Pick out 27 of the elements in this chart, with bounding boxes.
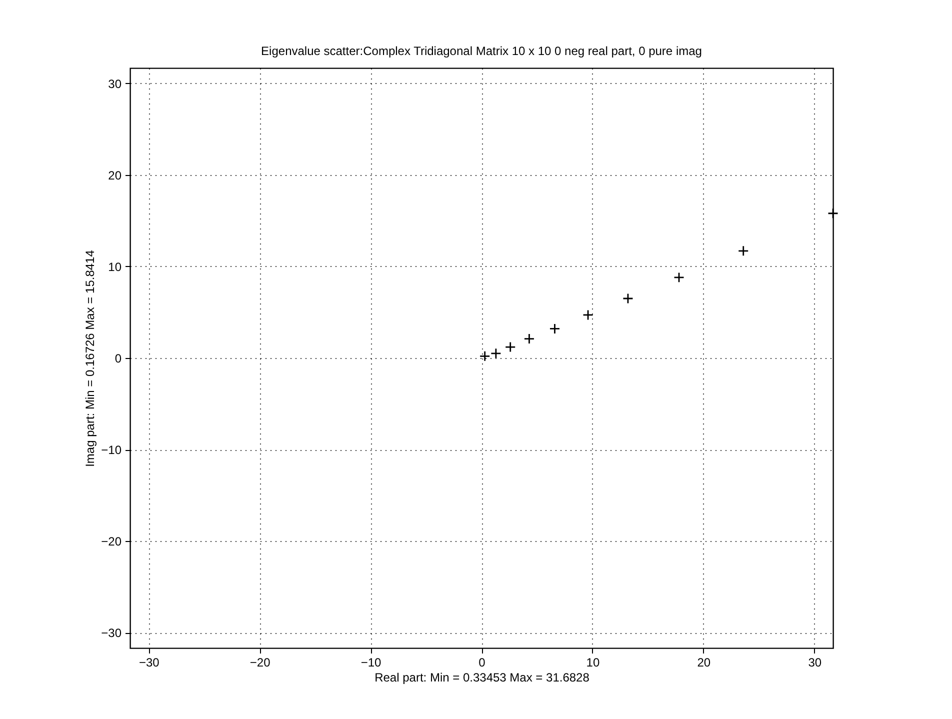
y-tick-label: −30 bbox=[101, 626, 122, 640]
x-tick-label: 10 bbox=[586, 656, 600, 670]
y-tick-label: 0 bbox=[114, 352, 122, 366]
y-tick-label: 20 bbox=[108, 168, 122, 182]
point bbox=[622, 293, 634, 304]
point bbox=[490, 348, 502, 359]
x-tick-label: 0 bbox=[478, 656, 486, 670]
point bbox=[524, 333, 535, 344]
x-tick-label: 30 bbox=[808, 656, 822, 670]
y-axis-title: Imag part: Min = 0.16726 Max = 15.8414 bbox=[83, 250, 98, 467]
point bbox=[582, 310, 594, 320]
y-tick-label: −20 bbox=[101, 534, 122, 549]
y-tick-label: −10 bbox=[101, 443, 122, 458]
point bbox=[828, 208, 838, 219]
x-tick-label: 20 bbox=[697, 656, 711, 670]
point bbox=[738, 245, 749, 256]
y-tick-label: 30 bbox=[108, 76, 122, 91]
x-tick-label: −30 bbox=[138, 656, 160, 670]
x-tick-label: −10 bbox=[360, 656, 382, 670]
point bbox=[479, 350, 490, 362]
chart-title: Eigenvalue scatter:Complex Tridiagonal Matrix 10 x 10 0 neg real part, 0 pure imag bbox=[261, 44, 702, 58]
point bbox=[549, 323, 560, 334]
point bbox=[674, 272, 684, 283]
y-tick-label: 10 bbox=[108, 260, 122, 274]
point bbox=[504, 342, 516, 352]
x-axis-title: Real part: Min = 0.33453 Max = 31.6828 bbox=[374, 670, 590, 684]
x-tick-label: −20 bbox=[250, 656, 271, 670]
